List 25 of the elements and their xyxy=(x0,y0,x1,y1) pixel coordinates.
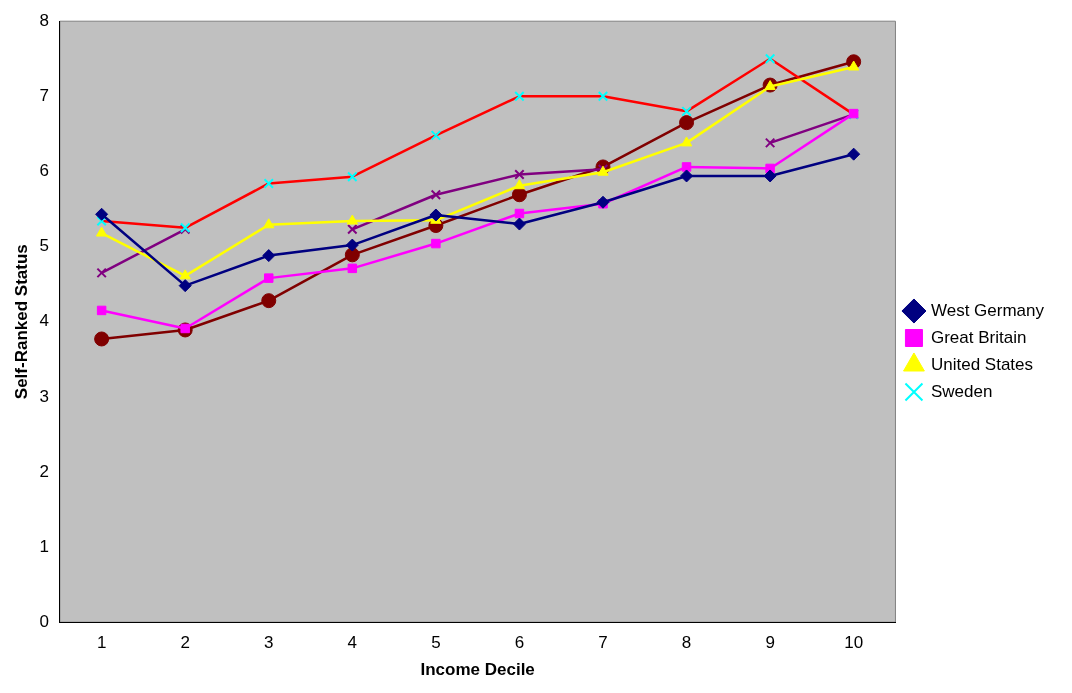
x-tick-label: 5 xyxy=(431,633,441,653)
y-tick-label: 1 xyxy=(39,536,49,556)
y-tick-label: 2 xyxy=(39,461,49,481)
legend-label: United States xyxy=(930,354,1034,374)
x-tick-label: 8 xyxy=(681,633,692,653)
y-tick-label: 8 xyxy=(39,10,49,30)
x-tick-label: 3 xyxy=(264,633,274,653)
y-tick-label: 5 xyxy=(39,236,49,256)
x-tick-label: 4 xyxy=(347,633,358,653)
legend-label: Sweden xyxy=(930,381,993,401)
x-tick-label: 7 xyxy=(598,633,608,653)
y-axis-title: Self-Ranked Status xyxy=(11,244,31,400)
y-tick-label: 6 xyxy=(39,161,49,181)
x-tick-label: 6 xyxy=(514,633,525,653)
y-tick-label: 0 xyxy=(39,611,49,631)
y-tick-label: 7 xyxy=(39,86,49,106)
y-tick-label: 4 xyxy=(39,311,49,331)
x-tick-label: 10 xyxy=(844,633,864,653)
x-axis-title: Income Decile xyxy=(420,660,535,680)
legend-label: West Germany xyxy=(930,300,1045,320)
legend-label: Great Britain xyxy=(930,327,1027,347)
y-tick-label: 3 xyxy=(39,386,49,406)
x-tick-label: 9 xyxy=(765,633,775,653)
x-tick-label: 2 xyxy=(180,633,190,653)
x-tick-label: 1 xyxy=(96,633,107,653)
